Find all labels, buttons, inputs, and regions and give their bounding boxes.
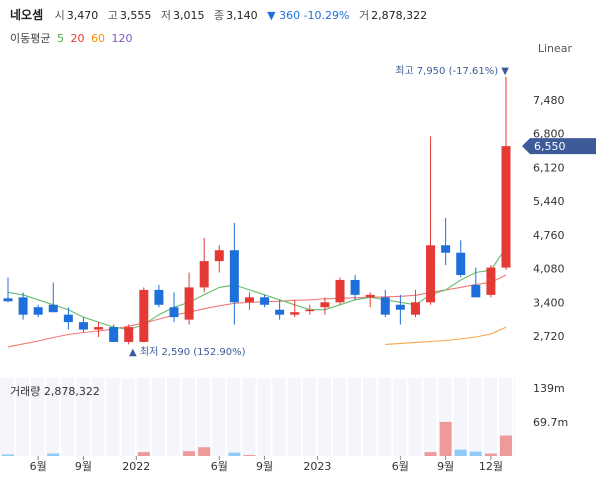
x-axis-label: 2023 [303, 460, 331, 473]
candle-body [290, 312, 300, 315]
price-tick-label: 6,120 [533, 161, 565, 174]
x-axis-label: 6월 [211, 460, 228, 473]
volume-bar [47, 453, 60, 456]
candle-body [169, 307, 179, 318]
high-value: 3,555 [119, 9, 152, 22]
price-tick-label: 5,440 [533, 195, 565, 208]
candle-body [456, 252, 466, 276]
close-label: 종 [214, 9, 225, 22]
price-tick-label: 2,720 [533, 330, 565, 343]
volume-bar [424, 452, 437, 456]
price-tick-label: 6,800 [533, 128, 565, 141]
ma-5[interactable]: 5 [56, 32, 64, 45]
candle-body [350, 279, 360, 295]
ma-60[interactable]: 60 [90, 32, 105, 45]
volume-bar [228, 452, 241, 456]
candle-body [380, 297, 390, 315]
high-label: 고 [107, 9, 118, 22]
candle-body [305, 309, 315, 312]
candle-body [63, 314, 73, 323]
candle-body [94, 327, 104, 330]
volume-bar [2, 454, 14, 456]
low-value: 3,015 [173, 9, 205, 22]
volume-tick-label: 69.7m [533, 416, 568, 429]
high-annotation: 최고 7,950 (-17.61%) ▼ [395, 65, 509, 77]
volume-bar [198, 447, 211, 456]
current-price-tag [522, 138, 596, 155]
candle-body [486, 267, 496, 295]
candle-body [78, 322, 88, 330]
candle-body [244, 297, 254, 303]
candle-body [139, 289, 149, 342]
change-value: ▼ 360 -10.29% [267, 9, 350, 22]
x-axis-label: 9월 [75, 460, 92, 473]
ma-120[interactable]: 120 [111, 32, 133, 45]
volume-tick-label: 139m [533, 382, 565, 395]
candle-body [501, 146, 511, 268]
x-axis-label: 9월 [256, 460, 273, 473]
close-value: 3,140 [226, 9, 258, 22]
x-axis-label: 2022 [122, 460, 150, 473]
x-axis-label: 12월 [479, 460, 503, 473]
candle-body [441, 245, 451, 253]
candle-body [471, 284, 481, 298]
candle-body [199, 261, 209, 288]
price-tick-label: 4,760 [533, 229, 565, 242]
volume-bar [454, 449, 467, 456]
ma-title: 이동평균 [10, 32, 51, 45]
candle-body [214, 250, 224, 262]
candle-body [275, 309, 285, 315]
volume-value: 2,878,322 [371, 9, 428, 22]
open-value: 3,470 [66, 9, 99, 22]
open-label: 시 [54, 9, 65, 22]
volume-bar [469, 451, 482, 456]
current-price-label: 6,550 [534, 140, 566, 153]
stock-header: 네오셈 시 3,470 고 3,555 저 3,015 종 3,140 ▼ 360 -1… [10, 6, 433, 23]
candle-body [335, 279, 345, 303]
candle-body [3, 298, 13, 302]
scale-button[interactable]: Linear [537, 42, 572, 55]
low-label: 저 [160, 9, 171, 22]
stock-name: 네오셈 [10, 8, 44, 22]
ma60-line [385, 326, 507, 345]
volume-panel-label: 거래량 2,878,322 [10, 385, 100, 398]
candle-body [184, 287, 194, 320]
candle-body [33, 307, 43, 315]
candle-body [320, 302, 330, 308]
volume-bar [439, 421, 452, 456]
x-axis-label: 6월 [30, 460, 47, 473]
x-axis-label: 9월 [437, 460, 454, 473]
candle-body [365, 294, 375, 298]
volume-bar [183, 451, 196, 456]
price-tick-label: 7,480 [533, 94, 565, 107]
ma20-line [7, 274, 507, 348]
moving-average-legend: 이동평균 5 20 60 120 [10, 30, 135, 46]
volume-bar [484, 453, 497, 456]
candle-body [395, 304, 405, 310]
volume-bar [243, 455, 256, 456]
x-axis-label: 6월 [392, 460, 409, 473]
ma-20[interactable]: 20 [70, 32, 85, 45]
candle-body [426, 245, 436, 303]
candle-body [260, 297, 270, 305]
candle-body [18, 297, 28, 315]
candle-body [48, 304, 58, 313]
candle-body [154, 289, 164, 305]
price-tick-label: 3,400 [533, 296, 565, 309]
candle-body [229, 250, 239, 303]
candle-body [410, 302, 420, 315]
volume-bar [137, 452, 150, 456]
volume-panel-bg [0, 378, 515, 456]
volume-label: 거 [359, 9, 370, 22]
volume-bar [500, 435, 512, 456]
candle-body [124, 327, 134, 342]
candle-body [109, 327, 119, 342]
price-tick-label: 4,080 [533, 263, 565, 276]
ma5-line [7, 247, 507, 331]
low-annotation: ▲ 최저 2,590 (152.90%) [129, 346, 246, 358]
